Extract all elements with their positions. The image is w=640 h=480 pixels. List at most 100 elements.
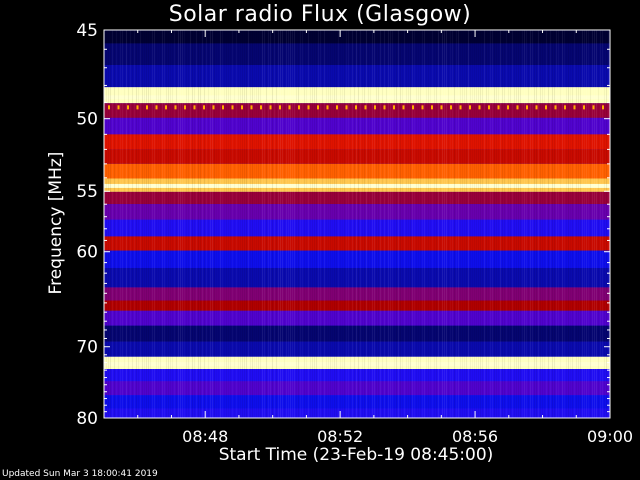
burst-dot: [212, 105, 215, 110]
burst-dot: [326, 105, 329, 110]
noise-column: [584, 30, 585, 418]
noise-column: [358, 30, 359, 418]
burst-dot: [279, 105, 281, 110]
noise-column: [594, 30, 595, 418]
noise-column: [408, 30, 409, 418]
noise-column: [122, 30, 123, 418]
noise-column: [400, 30, 401, 418]
burst-dot: [355, 105, 357, 110]
noise-column: [208, 30, 209, 418]
noise-column: [586, 30, 587, 418]
noise-column: [550, 30, 551, 418]
burst-dot: [421, 105, 424, 110]
noise-column: [396, 30, 397, 418]
noise-column: [312, 30, 313, 418]
noise-column: [578, 30, 579, 418]
noise-column: [182, 30, 183, 418]
noise-column: [486, 30, 487, 418]
band-core-72.2mhz: [104, 362, 610, 367]
noise-column: [368, 30, 369, 418]
x-tick-label: 08:52: [317, 427, 363, 446]
noise-column: [524, 30, 525, 418]
burst-dot: [250, 105, 253, 110]
noise-column: [418, 30, 419, 418]
frequency-bands: [104, 30, 610, 418]
noise-column: [144, 30, 145, 418]
x-tick-label: 08:56: [452, 427, 498, 446]
noise-column: [302, 30, 303, 418]
burst-dot: [450, 105, 452, 110]
burst-dot: [298, 105, 300, 110]
noise-column: [540, 30, 541, 418]
noise-column: [496, 30, 497, 418]
noise-column: [202, 30, 203, 418]
noise-column: [530, 30, 531, 418]
noise-column: [192, 30, 193, 418]
y-axis: 45 50 55 60 70 80: [76, 21, 610, 429]
band-68.5mhz: [104, 325, 610, 342]
y-tick-label: 45: [76, 21, 98, 41]
noise-column: [128, 30, 129, 418]
noise-column: [430, 30, 431, 418]
noise-column: [472, 30, 473, 418]
burst-dot: [592, 105, 595, 110]
band-49.4mhz: [104, 103, 610, 118]
noise-column: [150, 30, 151, 418]
noise-column: [498, 30, 499, 418]
noise-column: [436, 30, 437, 418]
noise-column: [228, 30, 229, 418]
burst-dot: [108, 105, 110, 110]
noise-column: [236, 30, 237, 418]
noise-column: [394, 30, 395, 418]
noise-column: [196, 30, 197, 418]
noise-column: [420, 30, 421, 418]
plot-frame: [103, 29, 611, 419]
band-52.5mhz: [104, 149, 610, 164]
noise-column: [494, 30, 495, 418]
burst-dot: [516, 105, 519, 110]
noise-column: [112, 30, 113, 418]
noise-column: [120, 30, 121, 418]
noise-column: [348, 30, 349, 418]
noise-column: [294, 30, 295, 418]
noise-column: [458, 30, 459, 418]
noise-column: [160, 30, 161, 418]
noise-column: [542, 30, 543, 418]
noise-column: [424, 30, 425, 418]
noise-column: [262, 30, 263, 418]
burst-dot: [402, 105, 405, 110]
noise-column: [354, 30, 355, 418]
noise-column: [174, 30, 175, 418]
noise-column: [392, 30, 393, 418]
noise-column: [462, 30, 463, 418]
noise-column: [356, 30, 357, 418]
noise-column: [452, 30, 453, 418]
noise-column: [556, 30, 557, 418]
noise-column: [446, 30, 447, 418]
noise-column: [212, 30, 213, 418]
band-core-54.6mhz: [104, 183, 610, 188]
noise-column: [520, 30, 521, 418]
burst-dot: [469, 105, 471, 110]
noise-column: [376, 30, 377, 418]
noise-column: [552, 30, 553, 418]
noise-column: [582, 30, 583, 418]
noise-column: [592, 30, 593, 418]
noise-column: [162, 30, 163, 418]
noise-column: [378, 30, 379, 418]
noise-column: [272, 30, 273, 418]
noise-column: [334, 30, 335, 418]
noise-column: [390, 30, 391, 418]
noise-column: [414, 30, 415, 418]
noise-column: [514, 30, 515, 418]
band-46.2mhz: [104, 43, 610, 66]
burst-dot: [602, 105, 604, 110]
noise-column: [146, 30, 147, 418]
noise-column: [490, 30, 491, 418]
noise-column: [572, 30, 573, 418]
burst-dot: [374, 105, 376, 110]
noise-column: [470, 30, 471, 418]
noise-column: [206, 30, 207, 418]
burst-dot: [526, 105, 528, 110]
noise-column: [508, 30, 509, 418]
